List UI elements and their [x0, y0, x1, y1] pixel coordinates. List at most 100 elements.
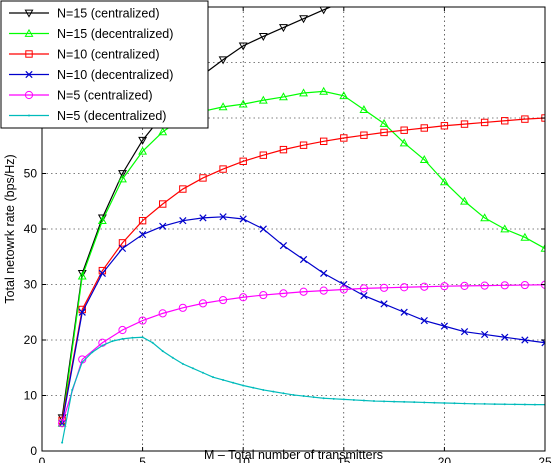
y-tick-label: 10 — [24, 389, 38, 403]
y-tick-label: 0 — [30, 444, 37, 458]
circle-marker — [520, 280, 529, 290]
x-marker — [400, 308, 408, 316]
x-marker-stroke — [199, 214, 207, 222]
circle-marker — [500, 281, 509, 290]
square-marker — [319, 137, 328, 146]
x-marker-stroke — [25, 70, 33, 79]
legend-entry: N=5 (centralized) — [9, 89, 153, 103]
series-line — [61, 117, 545, 421]
circle-marker — [480, 281, 489, 290]
x-marker-stroke — [279, 242, 288, 250]
dot-marker — [533, 403, 536, 406]
triangle-down-marker — [238, 42, 248, 51]
square-marker — [179, 185, 187, 193]
circle-marker — [339, 285, 348, 294]
triangle-down-marker — [218, 56, 228, 65]
triangle-up-marker — [278, 92, 288, 101]
x-marker — [420, 316, 428, 325]
legend-label: N=15 (decentralized) — [57, 27, 173, 41]
dot-marker — [121, 337, 124, 340]
triangle-down-marker — [138, 136, 148, 145]
dot-marker — [131, 336, 134, 339]
circle-marker — [158, 309, 167, 318]
x-axis-label: M – Total number of transmitters — [204, 448, 383, 462]
dot-marker — [523, 403, 526, 406]
x-marker — [259, 225, 267, 233]
dot-marker — [423, 401, 426, 404]
square-marker — [501, 117, 509, 125]
dot-marker — [201, 371, 204, 374]
circle-marker — [379, 283, 389, 292]
x-marker — [440, 322, 449, 330]
dot-marker — [493, 403, 496, 406]
triangle-up-marker — [118, 174, 127, 183]
dot-marker — [91, 351, 94, 354]
series-2 — [57, 86, 545, 427]
x-marker-stroke — [299, 255, 308, 264]
triangle-up-marker — [258, 95, 268, 104]
dot-marker — [352, 398, 355, 401]
square-marker — [239, 157, 247, 165]
y-tick-label: 40 — [24, 222, 38, 236]
x-tick-label: 0 — [39, 455, 46, 463]
series-5 — [58, 280, 545, 428]
circle-marker — [440, 282, 449, 291]
dot-marker — [513, 403, 516, 406]
dot-marker — [252, 386, 255, 389]
dot-marker — [322, 397, 325, 400]
x-marker — [360, 291, 368, 300]
dot-marker — [372, 400, 375, 403]
x-tick-label: 25 — [538, 455, 552, 463]
dot-marker — [212, 376, 215, 379]
square-marker — [460, 120, 469, 128]
x-marker-stroke — [138, 230, 147, 239]
triangle-up-marker — [238, 99, 248, 108]
circle-marker — [359, 284, 369, 293]
triangle-up-marker — [439, 177, 449, 186]
x-marker — [320, 269, 328, 278]
square-marker — [420, 124, 428, 132]
circle-marker — [279, 289, 288, 298]
x-marker-stroke — [541, 341, 545, 347]
x-marker-stroke — [239, 215, 247, 223]
triangle-up-marker — [299, 88, 309, 97]
dot-marker — [161, 350, 164, 353]
circle-marker — [138, 316, 147, 325]
dot-marker — [81, 361, 84, 364]
x-marker-stroke — [501, 333, 509, 341]
x-tick-label: 10 — [237, 455, 251, 463]
x-marker — [179, 217, 187, 225]
series-line — [61, 284, 545, 424]
dot-marker — [141, 336, 144, 339]
dot-marker — [262, 388, 265, 391]
square-marker — [360, 131, 368, 139]
circle-marker — [400, 283, 409, 292]
x-marker-stroke — [460, 328, 469, 336]
circle-marker — [460, 281, 469, 290]
y-tick-label: 50 — [24, 167, 38, 181]
triangle-up-marker — [500, 224, 510, 233]
dot-marker — [151, 341, 154, 344]
dot-marker — [302, 395, 305, 398]
dot-marker — [222, 378, 225, 381]
square-marker — [400, 126, 408, 134]
x-marker-stroke — [440, 322, 449, 330]
series-line — [61, 7, 332, 418]
legend-label: N=15 (centralized) — [57, 7, 159, 21]
dot-marker — [181, 362, 184, 365]
triangle-up-marker — [57, 418, 67, 427]
triangle-up-marker — [460, 196, 469, 205]
legend-label: N=5 (decentralized) — [57, 109, 166, 123]
triangle-up-marker — [97, 216, 107, 225]
x-marker-stroke — [159, 222, 167, 230]
dot-marker — [312, 396, 315, 399]
circle-marker — [299, 287, 308, 296]
triangle-down-marker — [319, 7, 328, 15]
triangle-down-marker — [258, 33, 268, 42]
dot-marker — [403, 400, 406, 403]
circle-marker — [178, 303, 187, 312]
dot-marker — [191, 367, 194, 370]
triangle-up-marker — [480, 213, 490, 222]
square-marker — [25, 50, 33, 58]
